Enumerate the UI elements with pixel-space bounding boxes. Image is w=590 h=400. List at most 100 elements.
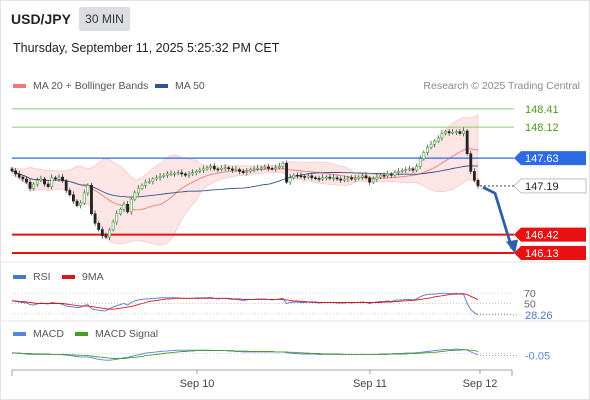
candle-up: [79, 202, 83, 206]
rsi-tick-label: 70: [524, 288, 536, 300]
candle-down: [335, 177, 339, 180]
candle-down: [267, 166, 270, 169]
legend-label-9ma: 9MA: [82, 271, 104, 283]
candle-up: [360, 175, 364, 178]
candle-down: [310, 175, 314, 179]
candle-up: [263, 166, 267, 169]
candle-down: [382, 174, 386, 177]
candle-up: [202, 168, 205, 171]
forecast-arrowhead: [506, 239, 518, 254]
macd-line: [11, 348, 479, 361]
candle-up: [147, 181, 151, 183]
candle-up: [259, 167, 263, 169]
candle-down: [216, 168, 220, 171]
candle-up: [252, 168, 256, 171]
candle-down: [469, 153, 473, 172]
candle-up: [436, 137, 440, 142]
rsi-line: [11, 292, 479, 316]
candle-up: [205, 167, 209, 170]
level-label-resistance: 148.41: [525, 104, 559, 116]
candle-up: [118, 209, 122, 215]
candle-down: [90, 185, 93, 215]
candle-up: [332, 177, 335, 180]
candle-down: [17, 173, 21, 178]
legend-swatch-macd-signal: [75, 332, 88, 336]
candle-up: [151, 178, 155, 182]
candle-up: [198, 169, 202, 172]
candle-down: [389, 173, 393, 176]
price-panel: 148.41 148.12 147.63 146.42 146.13 147.19: [0, 104, 590, 322]
candle-up: [281, 162, 285, 167]
candle-down: [368, 177, 372, 183]
candle-down: [93, 213, 97, 224]
candle-up: [187, 173, 191, 176]
time-axis-label: Sep 12: [463, 378, 498, 390]
candle-up: [133, 192, 137, 200]
credit-text: Research © 2025 Trading Central: [423, 80, 580, 92]
candle-down: [339, 178, 343, 181]
time-axis: Sep 10 Sep 11 Sep 12: [11, 369, 513, 390]
candle-down: [10, 168, 14, 172]
legend-swatch-ma20: [13, 84, 26, 88]
candle-up: [155, 177, 158, 180]
timeframe-badge[interactable]: 30 MIN: [79, 7, 130, 31]
level-tag-support: [514, 227, 586, 242]
candle-up: [321, 177, 325, 180]
candle-up: [379, 174, 382, 178]
candle-up: [418, 158, 422, 167]
candle-up: [144, 181, 148, 186]
forecast-arrow-line: [482, 185, 514, 250]
candle-up: [140, 185, 144, 189]
candle-up: [375, 176, 379, 180]
candle-down: [476, 179, 480, 187]
candle-down: [465, 130, 469, 155]
candle-up: [137, 188, 140, 194]
candle-up: [292, 174, 296, 179]
candle-up: [386, 173, 390, 177]
time-axis-label: Sep 11: [353, 378, 387, 390]
candle-up: [256, 167, 260, 170]
candle-up: [129, 198, 133, 213]
macd-last-value: -0.05: [525, 351, 550, 363]
candle-up: [440, 133, 444, 139]
candle-up: [324, 176, 328, 179]
candle-down: [68, 190, 72, 196]
timestamp: Thursday, September 11, 2025 5:25:32 PM …: [13, 41, 280, 55]
candle-down: [299, 175, 303, 178]
ma50-line: [11, 165, 479, 198]
level-label-support: 146.13: [525, 248, 559, 260]
candle-up: [122, 203, 126, 210]
candle-down: [126, 203, 130, 213]
candle-down: [447, 131, 451, 134]
legend-rsi-9ma: 9MA: [62, 271, 104, 283]
level-tag-support: [514, 245, 586, 260]
current-price-label: 147.19: [525, 181, 559, 193]
candle-up: [158, 176, 162, 179]
candle-up: [194, 171, 198, 173]
candle-down: [303, 176, 307, 178]
candle-down: [241, 171, 245, 173]
candle-up: [426, 147, 429, 153]
candle-up: [397, 171, 400, 173]
candle-up: [400, 169, 404, 172]
candle-up: [32, 183, 36, 189]
candle-up: [346, 177, 350, 180]
level-label-support: 146.42: [525, 230, 559, 242]
candle-up: [223, 167, 227, 169]
legend-swatch-macd: [13, 332, 26, 336]
legend-swatch-9ma: [62, 275, 75, 279]
candle-down: [238, 169, 241, 172]
candle-up: [342, 178, 346, 181]
candle-down: [285, 162, 288, 183]
candle-down: [364, 175, 368, 179]
candle-down: [212, 166, 216, 170]
candle-down: [270, 167, 274, 170]
candle-down: [411, 168, 415, 171]
candle-up: [415, 166, 419, 171]
candle-down: [53, 177, 57, 180]
candle-down: [61, 176, 64, 182]
candle-down: [230, 168, 234, 171]
candle-up: [306, 175, 310, 178]
candle-down: [100, 229, 104, 237]
